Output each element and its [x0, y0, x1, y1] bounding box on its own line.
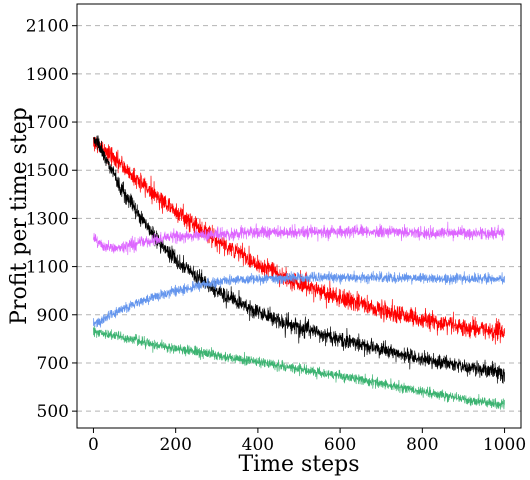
y-tick-label: 900 — [37, 306, 69, 326]
y-tick-label: 500 — [37, 402, 69, 422]
y-tick-label: 1700 — [26, 113, 69, 133]
x-tick-label: 0 — [88, 435, 99, 455]
y-tick-label: 1100 — [26, 258, 69, 278]
x-tick-label: 400 — [242, 435, 274, 455]
x-tick-label: 800 — [406, 435, 438, 455]
x-tick-label: 1000 — [483, 435, 526, 455]
series-line-1 — [93, 137, 505, 345]
series-line-2 — [93, 135, 505, 384]
series-lines — [93, 135, 505, 410]
series-line-5 — [93, 325, 505, 410]
y-axis-title: Profit per time step — [7, 107, 32, 325]
series-line-3 — [93, 221, 505, 256]
y-tick-label: 700 — [37, 354, 69, 374]
x-axis-ticks: 0 200 400 600 800 1000 — [88, 428, 526, 455]
y-tick-label: 2100 — [26, 17, 69, 37]
y-tick-label: 1500 — [26, 161, 69, 181]
x-tick-label: 600 — [324, 435, 356, 455]
plot-frame — [76, 3, 522, 429]
x-axis-title: Time steps — [238, 452, 359, 477]
x-tick-label: 200 — [159, 435, 191, 455]
y-axis-ticks: 500 700 900 1100 1300 1500 1700 1900 2100 — [26, 17, 77, 422]
series-line-4 — [93, 270, 505, 328]
y-tick-label: 1300 — [26, 209, 69, 229]
y-tick-label: 1900 — [26, 65, 69, 85]
